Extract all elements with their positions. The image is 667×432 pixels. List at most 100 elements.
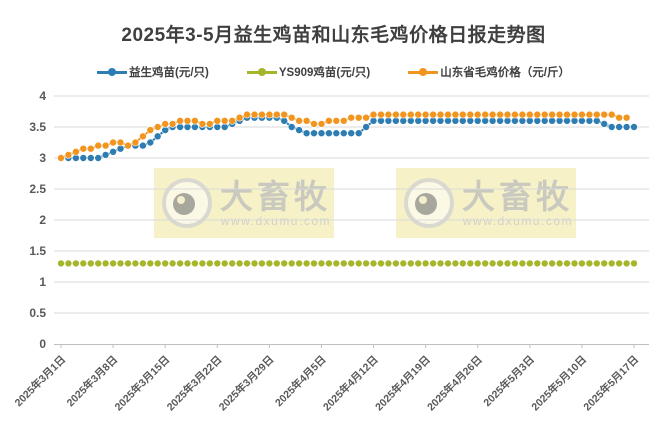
data-point	[243, 110, 251, 119]
data-point	[451, 259, 460, 268]
data-point	[615, 259, 623, 268]
data-point	[191, 259, 199, 268]
data-point	[503, 110, 512, 119]
data-point	[161, 259, 169, 268]
x-axis-tick-label: 2025年3月8日	[64, 353, 120, 409]
data-point	[325, 259, 333, 268]
data-point	[570, 259, 579, 268]
x-axis-tick-label: 2025年3月15日	[112, 353, 172, 413]
x-axis-tick-label: 2025年5月17日	[581, 353, 641, 413]
data-point	[466, 259, 475, 268]
data-point	[570, 110, 579, 119]
legend-label: 益生鸡苗(元/只)	[129, 67, 209, 79]
data-point	[347, 259, 356, 268]
data-point	[533, 110, 542, 119]
data-point	[607, 123, 616, 131]
data-point	[287, 259, 296, 268]
x-axis-tick-label: 2025年3月1日	[12, 353, 68, 409]
data-point	[399, 259, 408, 268]
data-point	[109, 138, 117, 147]
data-point	[473, 259, 482, 268]
data-point	[384, 259, 393, 268]
x-axis-tick-label: 2025年3月22日	[164, 353, 224, 413]
data-point	[317, 129, 326, 137]
data-point	[332, 259, 341, 268]
data-point	[511, 110, 519, 119]
line-dot-marker-icon	[408, 68, 439, 77]
x-axis-tick-label: 2025年4月12日	[320, 353, 380, 413]
legend: 益生鸡苗(元/只) YS909鸡苗(元/只) 山东省毛鸡价格（元/斤）	[0, 64, 667, 80]
data-point	[153, 259, 162, 268]
y-axis-tick-label: 4	[39, 89, 46, 103]
data-point	[466, 110, 475, 119]
data-point	[317, 120, 326, 128]
data-point	[57, 154, 65, 162]
data-point	[87, 259, 95, 268]
y-axis-tick-label: 0.5	[29, 306, 46, 320]
data-point	[429, 110, 437, 119]
data-point	[458, 259, 467, 268]
data-point	[444, 259, 452, 268]
watermark-dxumu-right: 大畜牧 www.dxumu.com	[396, 168, 576, 238]
data-point	[310, 129, 318, 137]
series-line	[61, 116, 634, 159]
data-point	[339, 129, 348, 137]
data-point	[302, 117, 311, 125]
data-point	[198, 120, 207, 128]
data-point	[287, 123, 296, 131]
data-point	[198, 259, 207, 268]
data-point	[600, 120, 609, 128]
data-point	[124, 141, 132, 150]
data-point	[444, 110, 452, 119]
legend-item-shandong-broiler: 山东省毛鸡价格（元/斤）	[408, 64, 570, 80]
data-point	[555, 110, 564, 119]
data-point	[101, 259, 110, 268]
data-point	[116, 259, 125, 268]
data-point	[146, 138, 155, 147]
data-point	[339, 117, 348, 125]
data-point	[116, 138, 125, 147]
data-point	[354, 259, 363, 268]
data-point	[220, 259, 229, 268]
line-dot-marker-icon	[246, 68, 277, 77]
data-point	[369, 259, 378, 268]
data-point	[287, 113, 296, 122]
y-axis-tick-label: 2.5	[29, 182, 46, 196]
y-axis-tick-label: 2	[39, 213, 46, 227]
data-point	[585, 110, 594, 119]
series-1	[57, 259, 638, 268]
data-point	[421, 110, 430, 119]
data-point	[243, 259, 251, 268]
data-point	[280, 110, 289, 119]
data-point	[607, 110, 616, 119]
data-point	[146, 259, 155, 268]
series-2	[57, 110, 631, 162]
data-point	[228, 259, 236, 268]
data-point	[228, 117, 236, 125]
data-point	[87, 144, 95, 153]
data-point	[384, 110, 393, 119]
data-point	[272, 259, 281, 268]
data-point	[325, 129, 333, 137]
data-point	[518, 259, 527, 268]
data-point	[414, 110, 423, 119]
data-point	[94, 259, 102, 268]
data-point	[265, 259, 274, 268]
data-point	[295, 126, 303, 134]
data-point	[295, 259, 303, 268]
data-point	[578, 259, 586, 268]
data-point	[592, 110, 601, 119]
data-point	[258, 259, 266, 268]
data-point	[533, 259, 542, 268]
data-point	[458, 110, 467, 119]
data-point	[332, 117, 341, 125]
data-point	[332, 129, 341, 137]
data-point	[540, 259, 549, 268]
data-point	[496, 259, 504, 268]
data-point	[79, 154, 88, 162]
y-axis-tick-label: 1.5	[29, 244, 46, 258]
data-point	[213, 117, 222, 125]
line-dot-marker-icon	[97, 68, 128, 77]
data-point	[392, 110, 400, 119]
